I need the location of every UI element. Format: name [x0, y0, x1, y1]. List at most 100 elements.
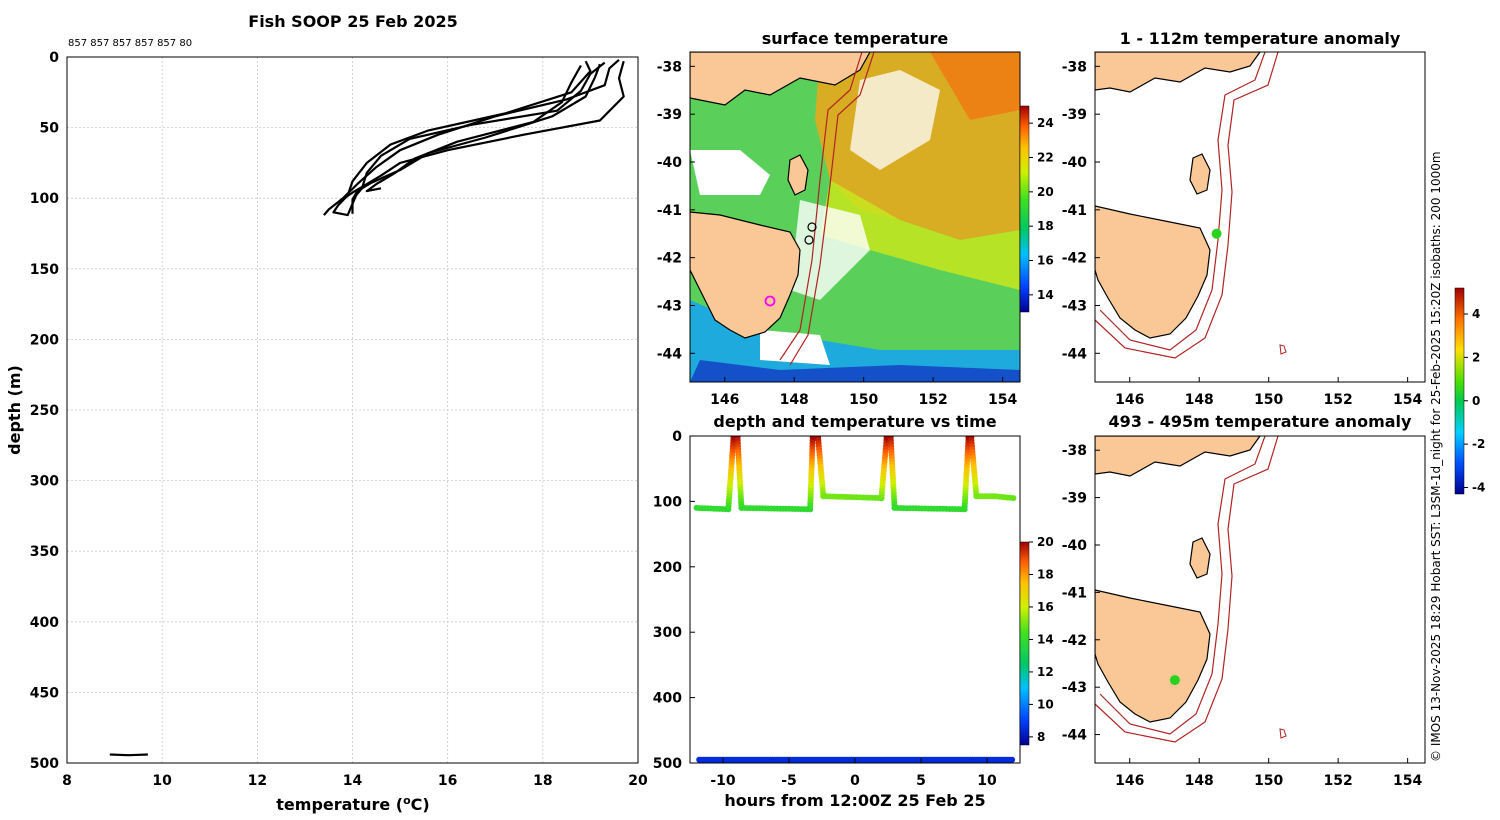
anomaly-shallow-land-flinders — [1189, 153, 1211, 195]
sst-hot-water — [930, 52, 1020, 120]
anomaly-deep-seamount — [1279, 728, 1287, 739]
timeseries-xtick-label: -10 — [710, 773, 736, 789]
profile-grid — [66, 56, 639, 764]
anomaly-deep-xtick-label: 154 — [1393, 773, 1422, 789]
timeseries-ytick-label: 200 — [653, 560, 682, 576]
profile-ylabel: depth (m) — [5, 365, 24, 455]
anomaly-deep-map — [1095, 436, 1425, 763]
profile-cast-line — [332, 60, 592, 217]
sst-colorbar-tick-label: 22 — [1037, 151, 1054, 165]
sst-isobath-200 — [779, 52, 863, 361]
timeseries-colorbar-tick-label: 14 — [1037, 632, 1054, 646]
profile-xtick-label: 14 — [343, 773, 363, 789]
profile-axes-box — [66, 56, 639, 764]
anomaly-shallow-xtick-label: 150 — [1254, 392, 1283, 408]
profile-xlabel: temperature (oC) — [276, 794, 429, 814]
sst-ytick-label: -43 — [657, 298, 682, 314]
profile-xtick-label: 10 — [152, 773, 172, 789]
sst-mixed-water — [820, 180, 1020, 290]
anomaly-shallow-land-tasmania — [1095, 205, 1211, 339]
sst-land-mainland — [690, 52, 871, 106]
timeseries-colorbar — [1019, 541, 1030, 746]
sst-cloud-2 — [850, 70, 940, 170]
timeseries-ytick-label: 100 — [653, 494, 682, 510]
credit-text: © IMOS 13-Nov-2025 18:29 Hobart SST: L3S… — [1429, 151, 1443, 762]
timeseries-colorbar-tick-label: 10 — [1037, 697, 1054, 711]
anomaly-deep-ytick-label: -39 — [1062, 491, 1087, 507]
anomaly-deep-axes-box — [1094, 435, 1426, 764]
profile-ticks: 8 10 12 14 16 18 20050100150200250300350400450… — [30, 50, 648, 789]
profile-ytick-label: 400 — [30, 615, 59, 631]
profile-annotation: 857 857 857 857 857 80 — [68, 38, 192, 49]
anomaly-deep-ytick-label: -38 — [1062, 443, 1087, 459]
anomaly-shallow-ytick-label: -40 — [1062, 155, 1088, 171]
profile-ytick-label: 250 — [30, 403, 59, 419]
anomaly-deep-land-tasmania — [1095, 589, 1211, 723]
sst-xtick-label: 152 — [919, 392, 948, 408]
anomaly-deep-xtick-label: 148 — [1185, 773, 1214, 789]
sst-isobath-1000 — [789, 52, 875, 366]
anomaly-deep-isobath-200 — [1099, 436, 1266, 735]
anomaly-colorbar-tick-label: 4 — [1472, 307, 1480, 321]
anomaly-colorbar-tick-label: 0 — [1472, 394, 1480, 408]
timeseries-colorbar-tick-label: 16 — [1037, 600, 1054, 614]
sst-ticks: 146 148 150 152 154 -38 -39 -40 -41 -42 -43 -44 — [657, 59, 1018, 408]
anomaly-deep-ytick-label: -42 — [1062, 633, 1087, 649]
anomaly-shallow-ytick-label: -38 — [1062, 59, 1087, 75]
anomaly-deep-ytick-label: -41 — [1062, 585, 1087, 601]
sst-map — [690, 52, 1020, 382]
timeseries-colorbar-tick-label: 8 — [1037, 730, 1045, 744]
timeseries-xtick-label: 5 — [916, 773, 926, 789]
anomaly-shallow-xtick-label: 152 — [1324, 392, 1353, 408]
timeseries-xtick-label: -5 — [781, 773, 797, 789]
sst-ytick-label: -40 — [657, 155, 683, 171]
anomaly-shallow-map — [1095, 52, 1425, 382]
profile-xtick-label: 20 — [628, 773, 648, 789]
timeseries-ytick-label: 400 — [653, 691, 682, 707]
profile-xtick-label: 8 — [62, 773, 72, 789]
profile-ytick-label: 150 — [30, 262, 59, 278]
sst-colorbar-tick-label: 14 — [1037, 288, 1054, 302]
profile-ytick-label: 500 — [30, 756, 59, 772]
anomaly-deep-ticks: 146 148 150 152 154 -38 -39 -40 -41 -42 -43 -44 — [1062, 443, 1423, 789]
sst-ytick-label: -41 — [657, 203, 682, 219]
sst-colorbar — [1019, 105, 1030, 313]
sst-ytick-label: -42 — [657, 251, 682, 267]
anomaly-shallow-ytick-label: -42 — [1062, 251, 1087, 267]
sst-land-tasmania — [690, 211, 801, 339]
timeseries-ytick-label: 500 — [653, 756, 682, 772]
profile-ytick-label: 50 — [40, 121, 60, 137]
sst-ytick-label: -44 — [657, 346, 683, 362]
anomaly-deep-panel: 493 - 495m temperature anomaly 146 148 150… — [1062, 412, 1426, 789]
profile-cast-line — [351, 63, 601, 201]
anomaly-shallow-axes-box — [1094, 51, 1426, 383]
sst-cold-water — [690, 360, 1020, 382]
sst-cool-water — [690, 300, 1020, 382]
anomaly-shallow-isobath-200 — [1099, 52, 1266, 351]
anomaly-colorbar — [1454, 287, 1465, 495]
sst-ytick-label: -39 — [657, 107, 682, 123]
profile-cast-line — [351, 61, 606, 214]
sst-track-marker-1 — [807, 222, 817, 232]
profile-title: Fish SOOP 25 Feb 2025 — [248, 12, 457, 31]
timeseries-title: depth and temperature vs time — [713, 412, 996, 431]
profile-ytick-label: 350 — [30, 544, 59, 560]
timeseries-colorbar-tick-label: 18 — [1037, 567, 1054, 581]
sst-colorbar-tick-label: 20 — [1037, 185, 1054, 199]
timeseries-ytick-label: 0 — [672, 429, 682, 445]
anomaly-colorbar-tick-label: -2 — [1472, 437, 1485, 451]
anomaly-shallow-panel: 1 - 112m temperature anomaly 146 148 150 15… — [1062, 29, 1426, 408]
timeseries-xlabel: hours from 12:00Z 25 Feb 25 — [724, 791, 985, 810]
anomaly-deep-xtick-label: 146 — [1115, 773, 1144, 789]
profile-ytick-label: 200 — [30, 332, 59, 348]
anomaly-shallow-seamount — [1279, 344, 1287, 355]
sst-xtick-label: 150 — [849, 392, 878, 408]
anomaly-deep-xtick-label: 152 — [1324, 773, 1353, 789]
sst-track-marker-2 — [804, 235, 814, 245]
sst-colorbar-ticks: 14 16 18 20 22 24 — [1029, 116, 1054, 302]
timeseries-colorbar-tick-label: 12 — [1037, 665, 1054, 679]
profile-series — [109, 58, 625, 757]
profile-xtick-label: 18 — [533, 773, 552, 789]
profile-ytick-label: 300 — [30, 474, 59, 490]
